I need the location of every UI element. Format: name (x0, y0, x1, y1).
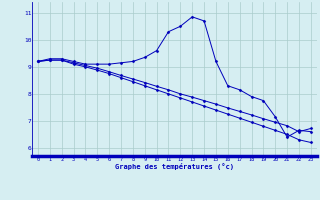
X-axis label: Graphe des températures (°c): Graphe des températures (°c) (115, 163, 234, 170)
